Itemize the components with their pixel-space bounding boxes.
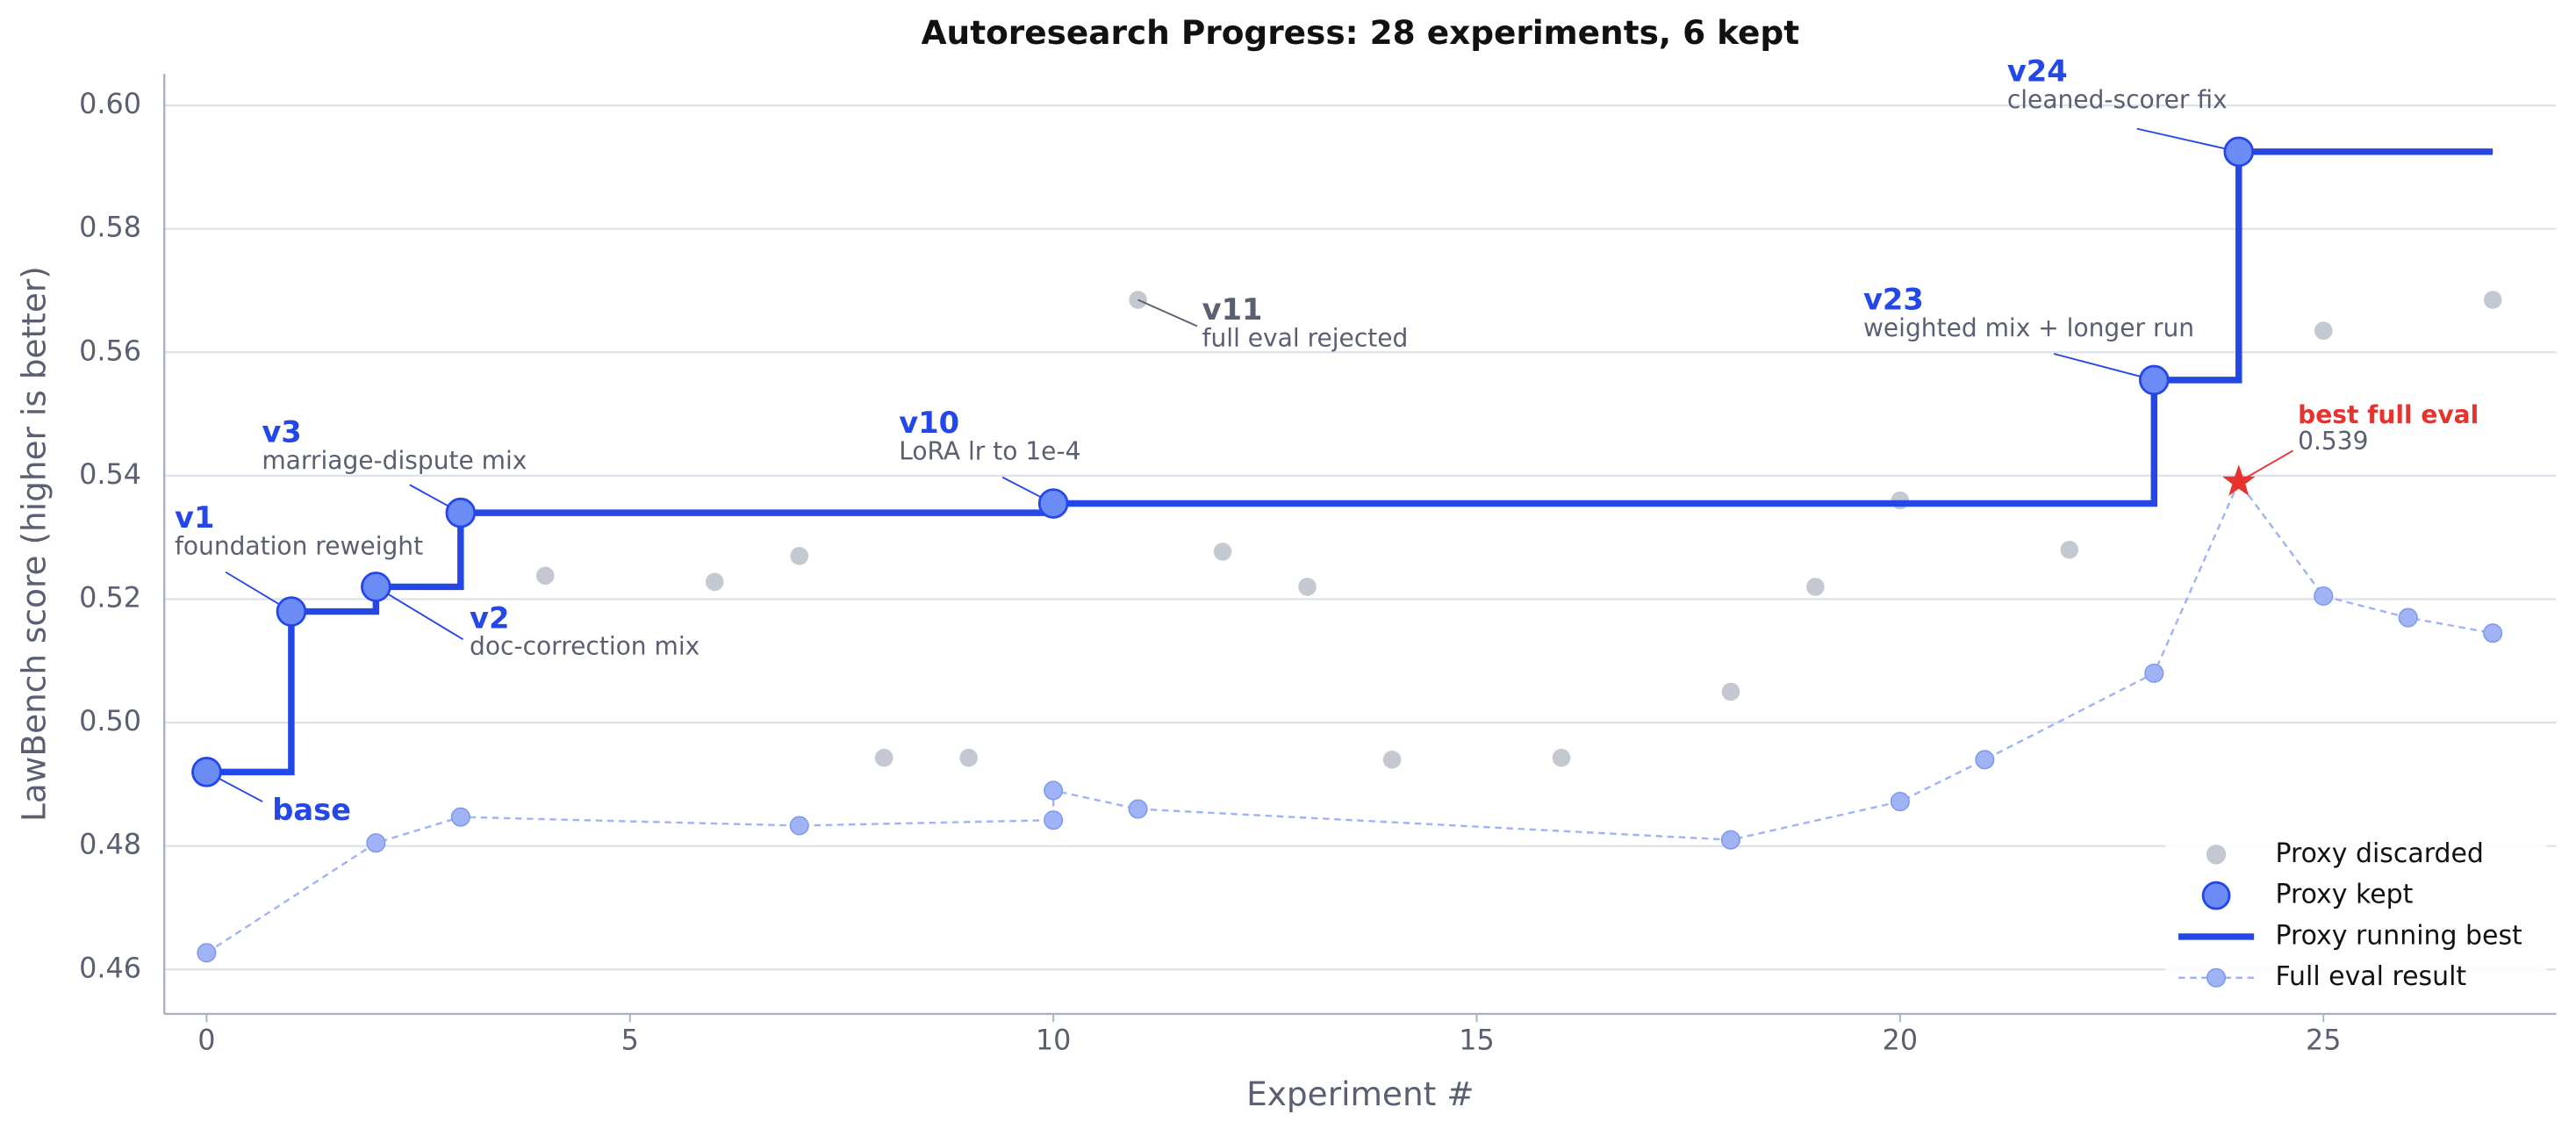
annotation-note: full eval rejected <box>1202 323 1409 352</box>
legend: Proxy discarded Proxy kept Proxy running b… <box>2165 830 2547 1001</box>
y-tick-label: 0.48 <box>79 828 141 861</box>
x-tick-label: 10 <box>1036 1024 1071 1057</box>
annotation-note: foundation reweight <box>175 532 423 561</box>
kept-point <box>2138 364 2170 396</box>
discarded-point <box>790 546 809 565</box>
chart-title: Autoresearch Progress: 28 experiments, 6… <box>922 13 1800 52</box>
y-tick-label: 0.52 <box>79 580 141 614</box>
full-eval-line <box>205 479 2493 954</box>
annotation-label: v24 <box>2007 54 2068 88</box>
legend-label: Proxy running best <box>2275 920 2522 951</box>
discarded-point <box>2060 540 2079 559</box>
full-eval-point <box>2144 663 2164 683</box>
annotation-label: base <box>272 793 351 827</box>
x-axis-label: Experiment # <box>1246 1075 1474 1113</box>
discarded-point <box>1298 578 1317 596</box>
annotation-leader <box>2053 353 2155 381</box>
annotation-label: v2 <box>470 600 509 635</box>
annotation-leader <box>1137 298 1198 327</box>
annotation-note: doc-correction mix <box>470 632 700 661</box>
discarded-point <box>1721 682 1740 701</box>
y-tick-label: 0.50 <box>79 704 141 737</box>
full-eval-point <box>1720 830 1740 850</box>
legend-marker <box>2201 881 2231 910</box>
kept-point <box>276 596 307 627</box>
y-axis-label: LawBench score (higher is better) <box>15 266 54 822</box>
discarded-point <box>536 566 555 586</box>
kept-point <box>361 572 391 602</box>
full-eval-point <box>2483 623 2503 643</box>
full-eval-point <box>2314 586 2334 607</box>
discarded-point <box>705 572 724 592</box>
annotation-leader <box>2136 127 2239 153</box>
x-tick-label: 25 <box>2306 1024 2341 1057</box>
grid <box>164 104 2557 971</box>
x-tick-label: 20 <box>1883 1024 1918 1057</box>
annotation-label: v3 <box>262 415 301 449</box>
discarded-point <box>959 748 978 767</box>
full-eval-point <box>1128 799 1148 819</box>
discarded-point <box>2314 321 2333 340</box>
legend-label: Full eval result <box>2275 961 2466 992</box>
discarded-point <box>1382 750 1402 769</box>
legend-marker <box>2206 967 2227 988</box>
full-eval-point <box>2398 608 2418 628</box>
best-label: best full eval <box>2298 400 2479 429</box>
annotation-label: v1 <box>175 500 214 535</box>
annotation-label: v10 <box>899 406 959 440</box>
full-eval-point <box>1975 750 1995 770</box>
x-tick-label: 5 <box>621 1024 639 1057</box>
y-tick-label: 0.46 <box>79 951 141 984</box>
discarded-point <box>1806 578 1825 596</box>
full-eval-point <box>1890 792 1910 812</box>
x-tick-label: 15 <box>1459 1024 1494 1057</box>
full-eval-point <box>450 807 470 827</box>
full-eval-point <box>366 833 386 853</box>
legend-label: Proxy kept <box>2275 880 2413 910</box>
y-tick-label: 0.60 <box>79 87 141 120</box>
annotation-note: LoRA lr to 1e-4 <box>899 437 1080 466</box>
y-tick-label: 0.58 <box>79 211 141 244</box>
legend-label: Proxy discarded <box>2275 838 2483 869</box>
annotation-note: cleaned-scorer fix <box>2007 85 2228 114</box>
best-value: 0.539 <box>2298 427 2368 456</box>
discarded-point <box>874 748 893 767</box>
best-star <box>2222 464 2256 496</box>
kept-point <box>191 757 222 787</box>
annotation-leader <box>375 586 464 641</box>
y-tick-label: 0.54 <box>79 457 141 491</box>
discarded-point <box>1552 748 1571 767</box>
annotation-note: weighted mix + longer run <box>1863 313 2194 342</box>
full-eval-point <box>789 816 809 836</box>
annotation-note: marriage-dispute mix <box>262 446 527 475</box>
discarded-point <box>1213 543 1232 561</box>
full-eval-point <box>1044 780 1064 801</box>
annotation-label: v11 <box>1202 292 1263 327</box>
full-eval-point <box>1044 810 1064 830</box>
legend-box <box>2165 830 2547 1001</box>
legend-marker <box>2206 845 2227 865</box>
annotation-label: v23 <box>1863 283 1924 317</box>
kept-point <box>2223 136 2255 168</box>
kept-point <box>445 497 477 528</box>
y-tick-label: 0.56 <box>79 334 141 367</box>
full-eval-point <box>197 943 217 963</box>
x-tick-label: 0 <box>197 1024 215 1057</box>
discarded-point <box>2483 291 2502 309</box>
kept-point <box>1037 488 1069 519</box>
